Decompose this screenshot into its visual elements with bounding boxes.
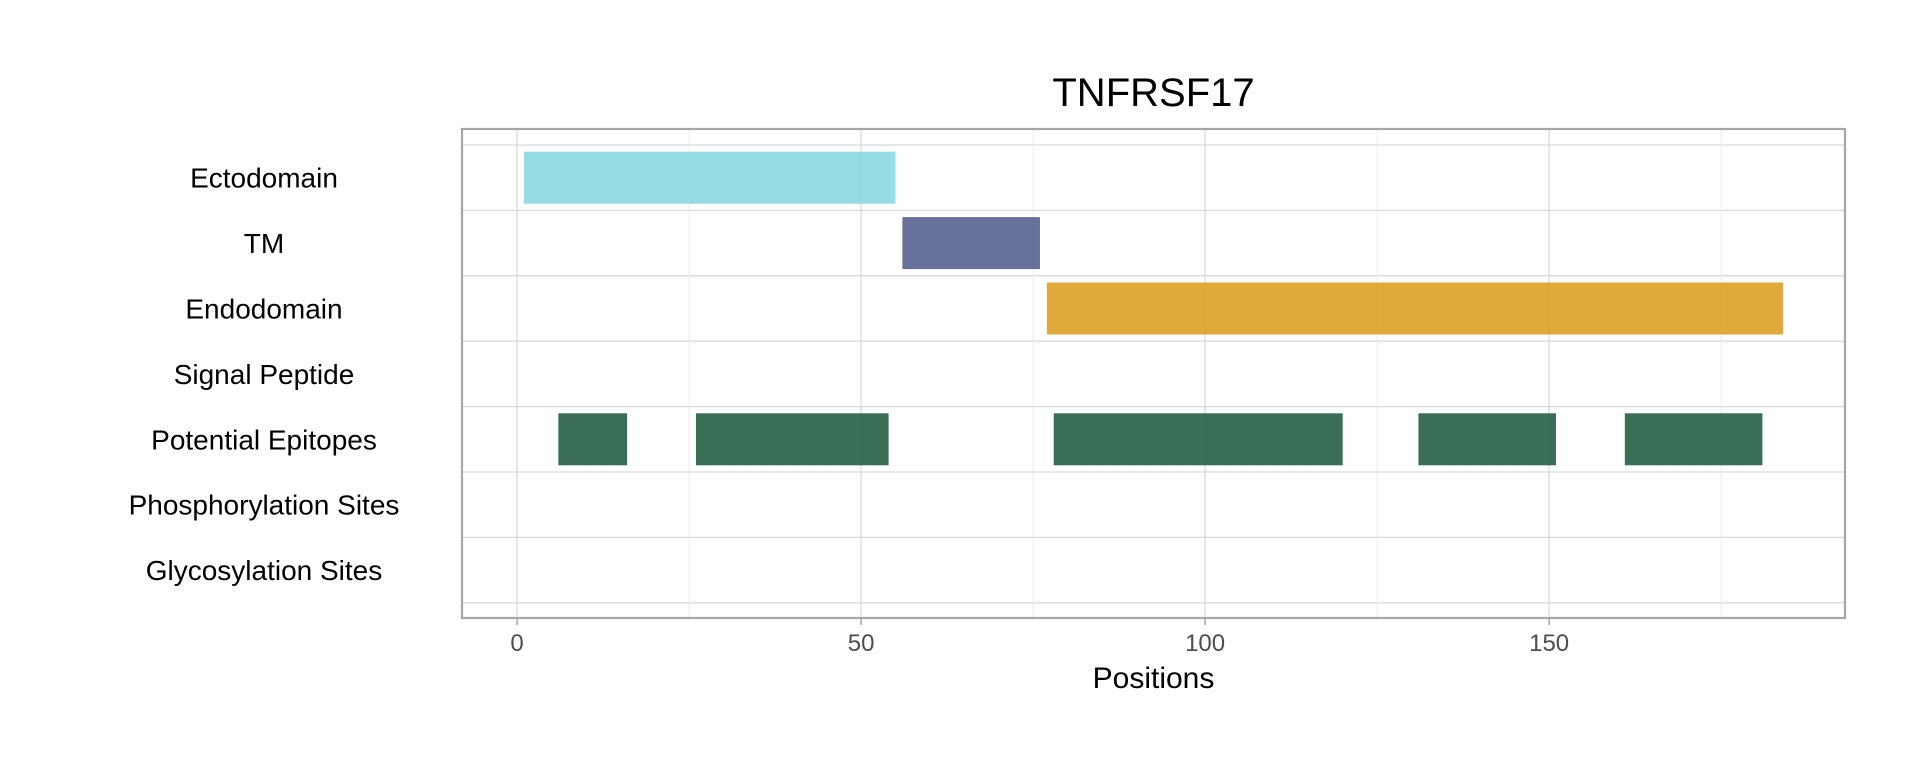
- x-tick-label: 0: [510, 630, 523, 657]
- row-label: Endodomain: [185, 294, 342, 325]
- x-tick-label: 50: [848, 630, 875, 657]
- plot-panel-border: [460, 127, 1847, 620]
- feature-bar-ectodomain: [523, 151, 896, 204]
- x-axis-title: Positions: [1093, 662, 1215, 695]
- feature-bar-tm: [902, 217, 1040, 270]
- feature-bars: [523, 151, 1784, 466]
- row-label: TM: [244, 228, 284, 259]
- x-tick-label: 150: [1529, 630, 1569, 657]
- feature-bar-potential-epitopes: [695, 413, 889, 466]
- row-label: Signal Peptide: [174, 359, 355, 390]
- row-label: Ectodomain: [190, 163, 338, 194]
- row-label: Glycosylation Sites: [146, 555, 383, 586]
- row-label: Phosphorylation Sites: [129, 490, 400, 521]
- row-labels: Ectodomain TM Endodomain Signal Peptide Pote…: [129, 163, 400, 586]
- x-tick-label: 100: [1185, 630, 1225, 657]
- x-axis-ticks: 0 50 100 150: [510, 618, 1569, 657]
- feature-bar-potential-epitopes: [1624, 413, 1763, 466]
- feature-bar-endodomain: [1046, 282, 1784, 335]
- feature-bar-potential-epitopes: [1418, 413, 1557, 466]
- chart-title: TNFRSF17: [1052, 71, 1254, 115]
- grid-lines: [462, 129, 1845, 618]
- row-label: Potential Epitopes: [151, 424, 377, 455]
- feature-bar-potential-epitopes: [1053, 413, 1343, 466]
- feature-bar-potential-epitopes: [558, 413, 628, 466]
